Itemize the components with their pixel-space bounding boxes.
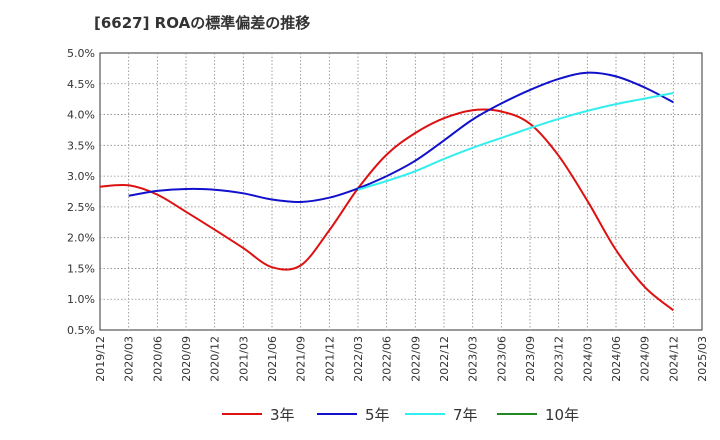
plot-frame xyxy=(99,52,703,331)
x-tick-label: 2022/03 xyxy=(352,336,365,382)
legend-swatch xyxy=(222,413,262,415)
series-line-7年 xyxy=(357,92,674,191)
legend-label: 5年 xyxy=(365,405,390,424)
x-tick-label: 2022/12 xyxy=(438,336,451,382)
legend-item-10y: 10年 xyxy=(497,404,579,424)
y-tick-label: 3.5% xyxy=(67,139,95,152)
plot-area xyxy=(99,52,703,331)
x-tick-label: 2023/12 xyxy=(553,336,566,382)
x-tick-label: 2020/09 xyxy=(180,336,193,382)
x-tick-label: 2021/09 xyxy=(295,336,308,382)
x-tick-label: 2024/03 xyxy=(581,336,594,382)
y-tick-label: 0.5% xyxy=(67,324,95,337)
x-tick-label: 2024/12 xyxy=(667,336,680,382)
legend-item-3y: 3年 xyxy=(222,404,295,424)
x-tick-label: 2024/06 xyxy=(610,336,623,382)
series-lines xyxy=(99,71,674,312)
x-axis-ticks: 2019/12 2020/03 2020/06 2020/09 2020/12 2021/… xyxy=(94,336,709,382)
line-chart: 0.5% 1.0% 1.5% 2.0% 2.5% 3.0% 3.5% 4.0% 4.5% 5.0%… xyxy=(67,47,709,382)
x-tick-label: 2021/03 xyxy=(237,336,250,382)
legend-item-5y: 5年 xyxy=(317,404,390,424)
y-tick-label: 3.0% xyxy=(67,170,95,183)
x-tick-label: 2021/06 xyxy=(266,336,279,382)
y-axis-ticks: 0.5% 1.0% 1.5% 2.0% 2.5% 3.0% 3.5% 4.0% 4.5% 5.0% xyxy=(67,47,95,337)
legend-label: 7年 xyxy=(453,405,478,424)
legend-item-7y: 7年 xyxy=(405,404,478,424)
legend-label: 10年 xyxy=(545,405,580,424)
y-tick-label: 5.0% xyxy=(67,47,95,60)
y-tick-label: 4.5% xyxy=(67,78,95,91)
y-tick-label: 4.0% xyxy=(67,109,95,122)
y-tick-label: 2.5% xyxy=(67,201,95,214)
x-tick-label: 2023/09 xyxy=(524,336,537,382)
x-tick-label: 2022/06 xyxy=(381,336,394,382)
x-tick-label: 2023/06 xyxy=(495,336,508,382)
legend-swatch xyxy=(497,413,537,415)
x-tick-label: 2021/12 xyxy=(323,336,336,382)
x-tick-label: 2020/06 xyxy=(151,336,164,382)
series-line-5年 xyxy=(128,71,674,204)
x-tick-label: 2019/12 xyxy=(94,336,107,382)
x-tick-label: 2022/09 xyxy=(409,336,422,382)
legend: 3年 5年 7年 10年 xyxy=(0,404,720,428)
chart-title: [6627] ROAの標準偏差の推移 xyxy=(94,14,311,32)
x-tick-label: 2024/09 xyxy=(639,336,652,382)
x-tick-label: 2020/12 xyxy=(209,336,222,382)
y-tick-label: 1.5% xyxy=(67,262,95,275)
legend-swatch xyxy=(317,413,357,415)
legend-label: 3年 xyxy=(270,405,295,424)
series-line-3年 xyxy=(99,108,674,312)
legend-swatch xyxy=(405,413,445,415)
y-tick-label: 1.0% xyxy=(67,293,95,306)
x-tick-label: 2023/03 xyxy=(467,336,480,382)
x-tick-label: 2025/03 xyxy=(696,336,709,382)
y-tick-label: 2.0% xyxy=(67,232,95,245)
x-tick-label: 2020/03 xyxy=(123,336,136,382)
